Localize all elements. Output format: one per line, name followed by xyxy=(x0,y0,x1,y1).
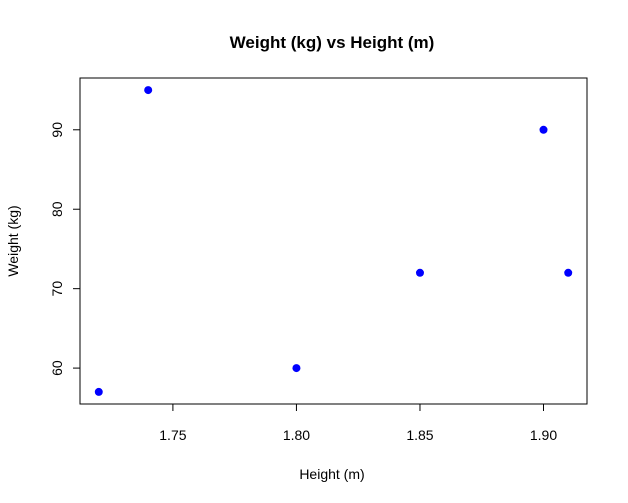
x-tick-label: 1.90 xyxy=(530,427,557,443)
y-tick-label: 80 xyxy=(49,201,65,217)
x-axis: 1.75 1.80 1.85 1.90 xyxy=(159,403,557,443)
chart-title: Weight (kg) vs Height (m) xyxy=(230,33,435,52)
y-tick-label: 70 xyxy=(49,281,65,297)
x-tick-label: 1.75 xyxy=(159,427,186,443)
data-point xyxy=(564,268,573,277)
y-tick-label: 90 xyxy=(49,122,65,138)
data-point xyxy=(539,125,548,134)
y-axis: 60 70 80 90 xyxy=(49,122,81,376)
data-point xyxy=(292,364,301,373)
data-point xyxy=(144,86,153,95)
y-axis-label: Weight (kg) xyxy=(5,205,21,276)
data-point xyxy=(415,268,424,277)
plot-frame xyxy=(79,77,588,405)
x-axis-label: Height (m) xyxy=(299,466,364,482)
data-point xyxy=(94,387,103,396)
x-tick-label: 1.80 xyxy=(283,427,310,443)
data-points xyxy=(94,86,573,396)
y-tick-label: 60 xyxy=(49,360,65,376)
x-tick-label: 1.85 xyxy=(406,427,433,443)
